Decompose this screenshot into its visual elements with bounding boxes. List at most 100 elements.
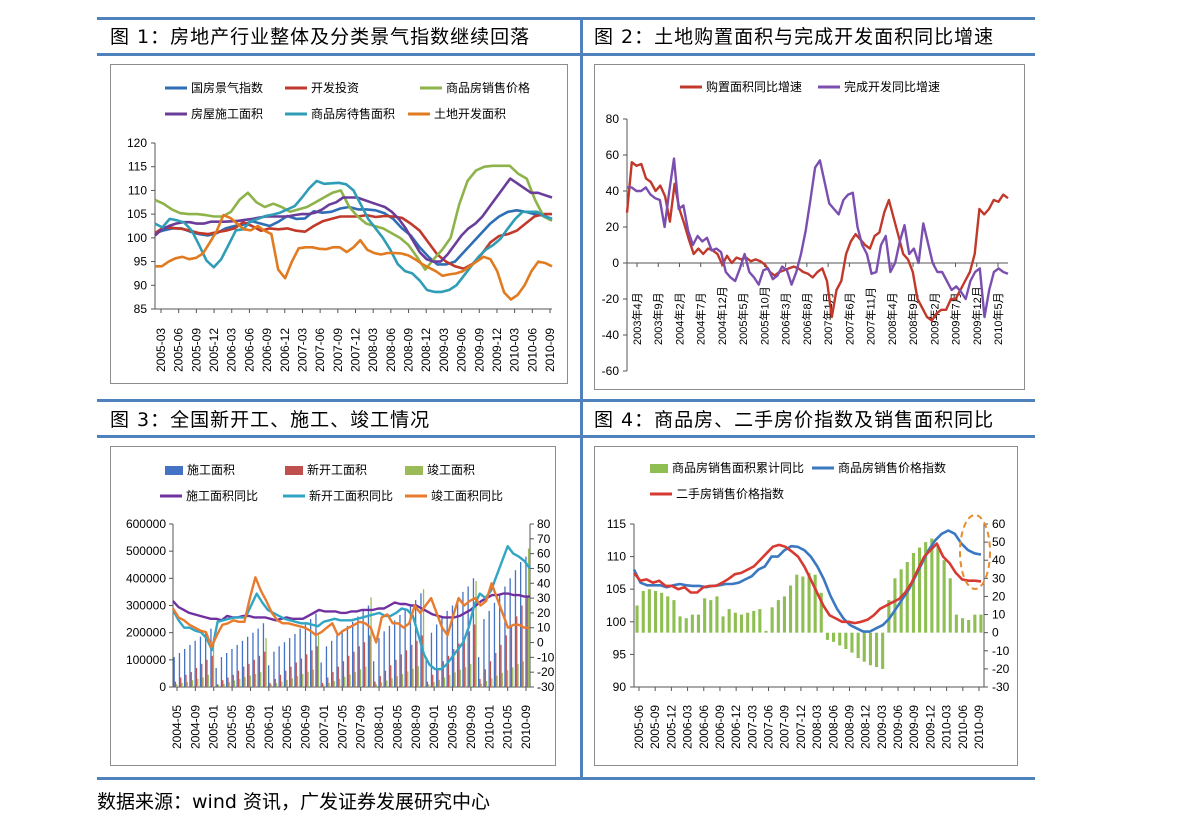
c2-xtick-label: 2004年7月 bbox=[694, 292, 708, 345]
grid-center-divider bbox=[580, 17, 583, 780]
c3-bar bbox=[505, 635, 507, 687]
c4-ytick-label: 115 bbox=[607, 517, 626, 531]
c3-bar bbox=[283, 642, 286, 687]
c3-bar bbox=[236, 644, 238, 687]
c4-bar bbox=[979, 614, 983, 633]
data-source-note: 数据来源：wind 资讯，广发证券发展研究中心 bbox=[97, 791, 490, 813]
c2-xtick-label: 2007年1月 bbox=[821, 292, 835, 345]
c3-bar bbox=[206, 659, 208, 687]
c3-bar bbox=[517, 663, 519, 687]
c4-ytick-right-label: -20 bbox=[992, 662, 1010, 676]
c3-bar bbox=[185, 674, 187, 687]
c4-xtick-label: 2005-12 bbox=[664, 705, 678, 749]
c3-bar bbox=[464, 666, 467, 687]
c1-xtick-label: 2005-12 bbox=[207, 328, 221, 372]
c4-bar bbox=[752, 610, 756, 633]
c3-bar bbox=[195, 668, 198, 687]
c1-xtick-label: 2008-06 bbox=[384, 328, 398, 372]
c4-bar bbox=[654, 591, 658, 633]
c3-bar bbox=[352, 621, 354, 687]
c3-bar bbox=[512, 667, 514, 687]
c4-xtick-label: 2008-03 bbox=[810, 705, 824, 749]
c3-bar bbox=[379, 676, 381, 687]
c3-bar bbox=[248, 663, 250, 687]
c2-xtick-label: 2008年4月 bbox=[885, 292, 899, 345]
c3-xtick-label: 2008-05 bbox=[390, 705, 404, 749]
c4-xtick-label: 2009-09 bbox=[907, 705, 921, 749]
c2-ytick-label: 80 bbox=[606, 112, 620, 126]
c2-xtick-label: 2008年9月 bbox=[906, 292, 920, 345]
c1-xtick-label: 2007-03 bbox=[295, 328, 309, 372]
c4-legend-item-label: 商品房销售价格指数 bbox=[838, 460, 946, 475]
c4-ytick-right-label: -30 bbox=[992, 680, 1010, 694]
c4-bar bbox=[709, 600, 713, 633]
c3-bar bbox=[451, 605, 454, 687]
grid-top-rule bbox=[97, 17, 1035, 20]
c4-bar bbox=[782, 596, 786, 633]
c3-bar bbox=[296, 676, 299, 687]
c3-bar bbox=[470, 663, 472, 687]
c3-bar bbox=[421, 635, 423, 687]
c3-bar bbox=[342, 661, 345, 687]
c4-bar bbox=[666, 596, 670, 633]
c3-bar bbox=[462, 591, 464, 687]
grid-middle-rule bbox=[97, 399, 1035, 402]
c4-legend-item-swatch bbox=[650, 464, 668, 473]
c3-bar bbox=[354, 672, 356, 687]
c3-xtick-label: 2008-01 bbox=[372, 705, 386, 749]
c4-ytick-right-label: 50 bbox=[992, 535, 1006, 549]
c3-bar bbox=[526, 597, 528, 687]
c3-bar bbox=[415, 600, 417, 687]
c3-bar bbox=[357, 616, 359, 687]
c1-xtick-label: 2005-09 bbox=[189, 328, 203, 372]
c4-bar bbox=[844, 632, 848, 649]
c3-bar bbox=[231, 649, 233, 687]
c3-bar bbox=[201, 663, 203, 687]
c3-bar bbox=[254, 674, 257, 687]
c3-series-line bbox=[171, 576, 530, 649]
c3-bar bbox=[336, 635, 338, 687]
c3-xtick-label: 2005-09 bbox=[243, 705, 257, 749]
c4-xtick-label: 2007-12 bbox=[794, 705, 808, 749]
c4-xtick-label: 2008-06 bbox=[826, 705, 840, 749]
c3-bar bbox=[232, 674, 234, 687]
c4-xtick-label: 2007-03 bbox=[745, 705, 759, 749]
c3-bar bbox=[205, 632, 207, 687]
c4-bar bbox=[887, 600, 891, 633]
c3-bar bbox=[506, 670, 509, 687]
c3-xtick-label: 2005-05 bbox=[225, 705, 239, 749]
c3-xtick-label: 2009-09 bbox=[464, 705, 478, 749]
c4-xtick-label: 2010-03 bbox=[940, 705, 954, 749]
c1-xtick-label: 2010-06 bbox=[525, 328, 539, 372]
c4-xtick-label: 2007-09 bbox=[778, 705, 792, 749]
c4-series-line bbox=[632, 542, 982, 625]
c3-bar bbox=[359, 669, 362, 687]
c3-bar bbox=[333, 681, 335, 687]
c3-bar bbox=[369, 635, 371, 687]
c3-bar bbox=[189, 644, 191, 687]
c3-bar bbox=[243, 666, 245, 687]
c3-bar bbox=[378, 638, 380, 687]
c3-bar bbox=[521, 605, 523, 687]
c4-bar bbox=[733, 612, 737, 633]
c3-bar bbox=[472, 578, 475, 687]
c3-bar bbox=[442, 661, 444, 687]
c3-bar bbox=[422, 589, 425, 687]
c4-bar bbox=[862, 632, 866, 662]
c3-bar bbox=[227, 677, 229, 687]
c3-bar bbox=[458, 643, 460, 687]
c3-ytick-right-label: 80 bbox=[537, 517, 551, 531]
c1-xtick-label: 2009-09 bbox=[472, 328, 486, 372]
c4-bar bbox=[868, 632, 872, 666]
c1-xtick-label: 2006-03 bbox=[225, 328, 239, 372]
c3-bar bbox=[241, 640, 244, 687]
c3-bar bbox=[310, 619, 312, 687]
c2-xtick-label: 2006年3月 bbox=[779, 292, 793, 345]
c3-bar bbox=[275, 683, 278, 687]
c3-bar bbox=[516, 616, 518, 687]
c3-bar bbox=[247, 636, 249, 687]
c1-xtick-label: 2006-06 bbox=[242, 328, 256, 372]
c3-xtick-label: 2004-05 bbox=[170, 705, 184, 749]
c3-bar bbox=[294, 634, 296, 687]
c3-bar bbox=[178, 653, 181, 687]
